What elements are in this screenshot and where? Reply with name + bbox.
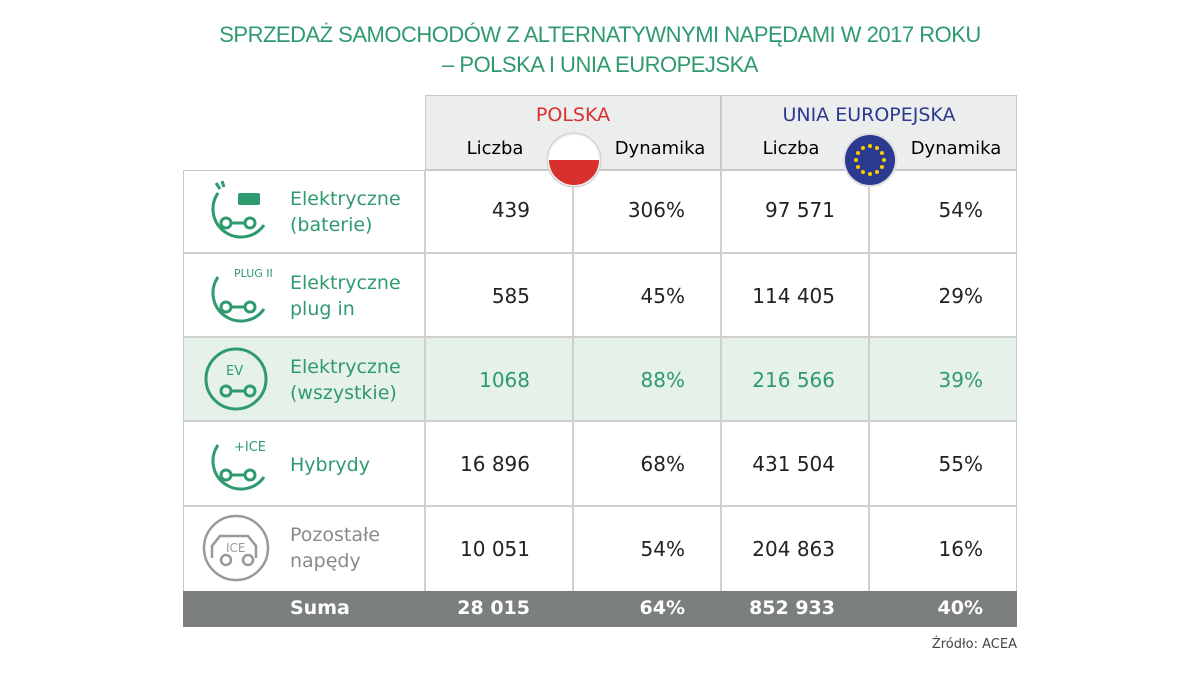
group-eu: UNIA EUROPEJSKA: [782, 104, 956, 126]
eu-liczba-header: Liczba: [762, 138, 820, 159]
cell: 39%: [938, 368, 983, 392]
sum-cell: 64%: [639, 597, 685, 619]
sum-cell: 852 933: [749, 597, 835, 619]
eu-flag-icon: [843, 133, 897, 187]
cell: 29%: [938, 284, 983, 308]
ice-car-icon: ICE: [202, 514, 270, 582]
cell: 45%: [640, 284, 685, 308]
sum-cell: 28 015: [457, 597, 530, 619]
cell: 97 571: [765, 198, 835, 222]
row-label: Hybrydy: [290, 454, 370, 476]
divider: [720, 95, 722, 170]
cell: 54%: [938, 198, 983, 222]
svg-text:ICE: ICE: [226, 541, 246, 555]
cell: 55%: [938, 452, 983, 476]
row-label: Elektryczne (wszystkie): [290, 356, 401, 404]
svg-text:PLUG IN: PLUG IN: [234, 267, 272, 280]
pl-dynamika-header: Dynamika: [614, 138, 706, 159]
ev-car-icon: EV: [204, 347, 268, 411]
sum-cell: 40%: [937, 597, 983, 619]
cell: 216 566: [752, 368, 835, 392]
cell: 10 051: [460, 537, 530, 561]
source: Źródło: ACEA: [931, 637, 1017, 652]
cell: 114 405: [752, 284, 835, 308]
svg-text:+ICE: +ICE: [234, 440, 266, 455]
cell: 204 863: [752, 537, 835, 561]
svg-text:EV: EV: [226, 364, 243, 379]
cell: 68%: [640, 452, 685, 476]
group-polska: POLSKA: [535, 104, 611, 126]
sum-row: [183, 591, 1017, 627]
cell: 88%: [640, 368, 685, 392]
cell: 585: [491, 284, 530, 308]
row-label: Pozostałe napędy: [290, 524, 381, 572]
title-line-1: SPRZEDAŻ SAMOCHODÓW Z ALTERNATYWNYMI NAP…: [219, 22, 981, 47]
cell: 1068: [479, 368, 530, 392]
plug-in-car-icon: PLUG IN: [211, 267, 272, 323]
title-line-2: – POLSKA I UNIA EUROPEJSKA: [442, 52, 758, 77]
sum-label: Suma: [290, 597, 350, 619]
pl-liczba-header: Liczba: [466, 138, 524, 159]
highlight-row: [184, 338, 1016, 421]
hybrid-car-icon: +ICE: [211, 440, 266, 491]
battery-car-icon: [211, 180, 266, 239]
cell: 431 504: [752, 452, 835, 476]
row-label: Elektryczne (baterie): [290, 188, 401, 236]
cell: 54%: [640, 537, 685, 561]
cell: 16%: [938, 537, 983, 561]
eu-dynamika-header: Dynamika: [910, 138, 1002, 159]
cell: 306%: [627, 198, 685, 222]
poland-flag-icon: [546, 132, 602, 188]
cell: 16 896: [460, 452, 530, 476]
row-label: Elektryczne plug in: [290, 272, 401, 320]
cell: 439: [491, 198, 530, 222]
